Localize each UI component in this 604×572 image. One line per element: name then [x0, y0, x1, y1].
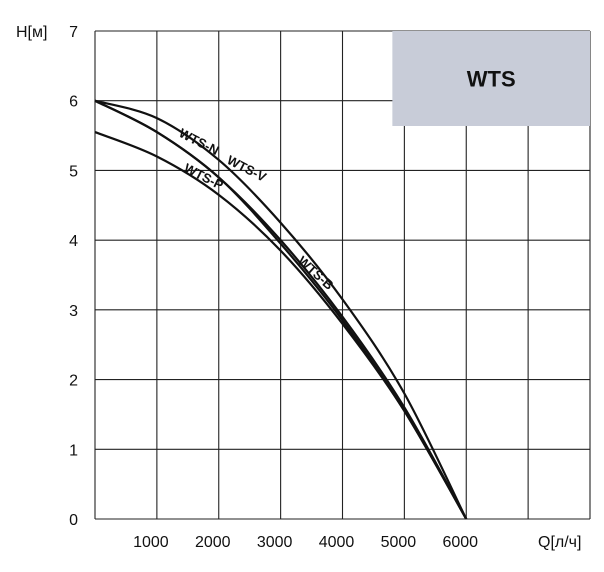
x-tick-label: 4000 — [319, 534, 355, 551]
y-tick-label: 7 — [69, 24, 78, 41]
chart-curves — [94, 99, 468, 520]
chart-grid — [94, 30, 591, 520]
y-tick-label: 2 — [69, 373, 78, 390]
x-tick-label: 1000 — [133, 534, 169, 551]
y-axis-ticks: 0 1 2 3 4 5 6 7 — [69, 24, 78, 529]
y-tick-label: 6 — [69, 94, 78, 111]
y-tick-label: 0 — [69, 512, 78, 529]
y-tick-label: 4 — [69, 233, 78, 250]
curve-wts-p — [94, 131, 468, 520]
y-tick-label: 5 — [69, 163, 78, 180]
chart-badge — [392, 31, 590, 126]
curve-label-wts-n: WTS-N — [177, 125, 222, 158]
y-tick-label: 3 — [69, 303, 78, 320]
x-axis-ticks: 1000 2000 3000 4000 5000 6000 — [133, 534, 478, 551]
y-axis-label: H[м] — [16, 24, 47, 41]
curve-label-wts-v: WTS-V — [225, 152, 269, 185]
chart-badge-text: WTS — [467, 67, 516, 92]
x-tick-label: 5000 — [381, 534, 417, 551]
curve-wts-v — [94, 99, 468, 520]
curve-wts-b — [94, 99, 468, 520]
x-tick-label: 3000 — [257, 534, 293, 551]
y-tick-label: 1 — [69, 442, 78, 459]
x-tick-label: 6000 — [442, 534, 478, 551]
x-axis-label: Q[л/ч] — [538, 534, 581, 551]
x-tick-label: 2000 — [195, 534, 231, 551]
